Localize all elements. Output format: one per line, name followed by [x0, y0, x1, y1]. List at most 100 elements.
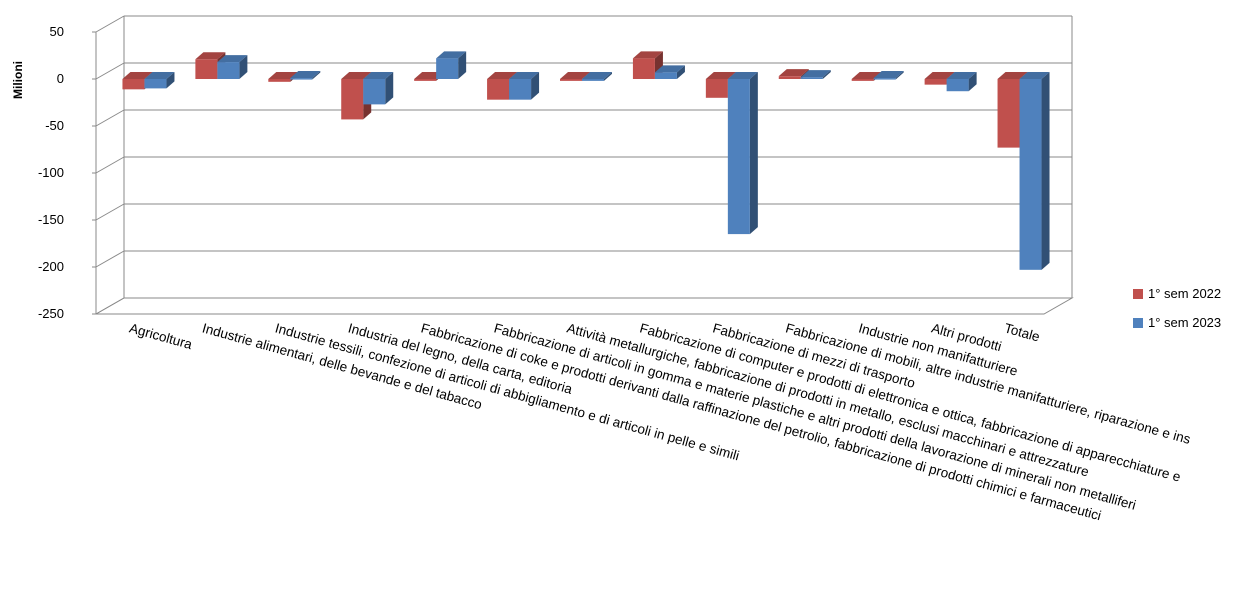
- bar: [436, 51, 467, 79]
- bar-front: [436, 58, 459, 79]
- y-tick-label: 50: [50, 24, 64, 39]
- bar: [873, 71, 904, 80]
- bar-front: [122, 79, 145, 90]
- y-tick-label: -100: [38, 165, 64, 180]
- bar-top: [268, 72, 299, 79]
- y-tick-label: 0: [57, 71, 64, 86]
- bars: [122, 51, 1050, 270]
- bar-top: [436, 51, 467, 59]
- gridline-side: [95, 203, 125, 221]
- bar-front: [778, 76, 801, 79]
- bar-top: [341, 72, 372, 79]
- x-category-labels: Agricoltura Industrie alimentari, delle b…: [128, 320, 1193, 523]
- bar-front: [1019, 79, 1042, 270]
- bar-top: [778, 69, 809, 77]
- bar-front: [414, 79, 437, 81]
- bar-top: [487, 72, 518, 79]
- bar-top: [851, 72, 882, 79]
- bar-front: [924, 79, 947, 85]
- bar-front: [290, 78, 313, 80]
- bar-front: [946, 79, 969, 92]
- bar: [582, 72, 612, 81]
- y-tick-label: -200: [38, 259, 64, 274]
- y-tick-label: -150: [38, 212, 64, 227]
- x-category-label: Agricoltura: [128, 320, 195, 352]
- bar: [509, 72, 540, 100]
- bar: [363, 72, 394, 105]
- bar: [290, 71, 321, 80]
- bar-top: [873, 71, 904, 79]
- bar-front: [195, 59, 218, 79]
- bar-front: [851, 79, 874, 81]
- bar-top: [363, 72, 394, 79]
- bar: [654, 65, 685, 79]
- bar-front: [997, 79, 1020, 148]
- bar-top: [946, 72, 977, 79]
- grid: [94, 15, 1074, 315]
- bar-front: [654, 72, 677, 79]
- bar-side: [312, 71, 321, 80]
- bar-front: [341, 79, 364, 120]
- legend-label: 1° sem 2022: [1148, 286, 1221, 301]
- gridline-side: [95, 62, 125, 80]
- bar-front: [873, 78, 896, 80]
- bar-front: [632, 58, 655, 79]
- bar-top: [705, 72, 736, 79]
- y-ticks: 50 0 -50 -100 -150 -200 -250: [38, 24, 96, 321]
- bar-side: [1041, 72, 1050, 270]
- y-tick-label: -250: [38, 306, 64, 321]
- legend-swatch: [1133, 318, 1143, 328]
- bar-side: [604, 72, 612, 81]
- bar-side: [895, 71, 904, 80]
- gridline-side: [95, 297, 125, 315]
- bar-side: [166, 72, 175, 89]
- bar-top: [122, 72, 153, 79]
- gridline-side: [95, 15, 125, 33]
- bar-front: [363, 79, 386, 105]
- gridline-side: [95, 250, 125, 268]
- bar: [1019, 72, 1050, 270]
- bar-top: [654, 65, 685, 73]
- bar: [946, 72, 977, 92]
- bar: [217, 55, 248, 79]
- bar-front: [217, 62, 240, 79]
- bar-front: [144, 79, 167, 89]
- bar-side: [239, 55, 248, 79]
- bar-top: [560, 72, 590, 79]
- gridline-side: [95, 156, 125, 174]
- floor: [94, 297, 1074, 315]
- bar-top: [217, 55, 248, 63]
- bar-top: [582, 72, 612, 79]
- bar-front: [727, 79, 750, 235]
- bar-front: [509, 79, 532, 100]
- bar: [727, 72, 758, 235]
- legend-swatch: [1133, 289, 1143, 299]
- bar-top: [632, 51, 663, 59]
- legend: 1° sem 2022 1° sem 2023: [1133, 286, 1221, 330]
- bar-top: [727, 72, 758, 79]
- bar-side: [822, 70, 831, 79]
- bar-front: [487, 79, 510, 100]
- bar-top: [509, 72, 540, 79]
- legend-label: 1° sem 2023: [1148, 315, 1221, 330]
- bar-front: [560, 79, 582, 81]
- bar-top: [800, 70, 831, 78]
- bar-front: [800, 77, 823, 79]
- bar-top: [290, 71, 321, 79]
- y-axis-label: Milioni: [11, 61, 25, 99]
- bar-side: [458, 51, 467, 79]
- bar-front: [705, 79, 728, 98]
- bar-front: [268, 79, 291, 82]
- bar-top: [144, 72, 175, 79]
- bar: [800, 70, 831, 79]
- bar: [144, 72, 175, 89]
- gridline-side: [95, 109, 125, 127]
- bar-front: [582, 79, 604, 81]
- bar-top: [997, 72, 1028, 79]
- bar-side: [531, 72, 540, 100]
- bar-side: [676, 65, 685, 79]
- bar-top: [195, 52, 226, 60]
- bar-top: [1019, 72, 1050, 79]
